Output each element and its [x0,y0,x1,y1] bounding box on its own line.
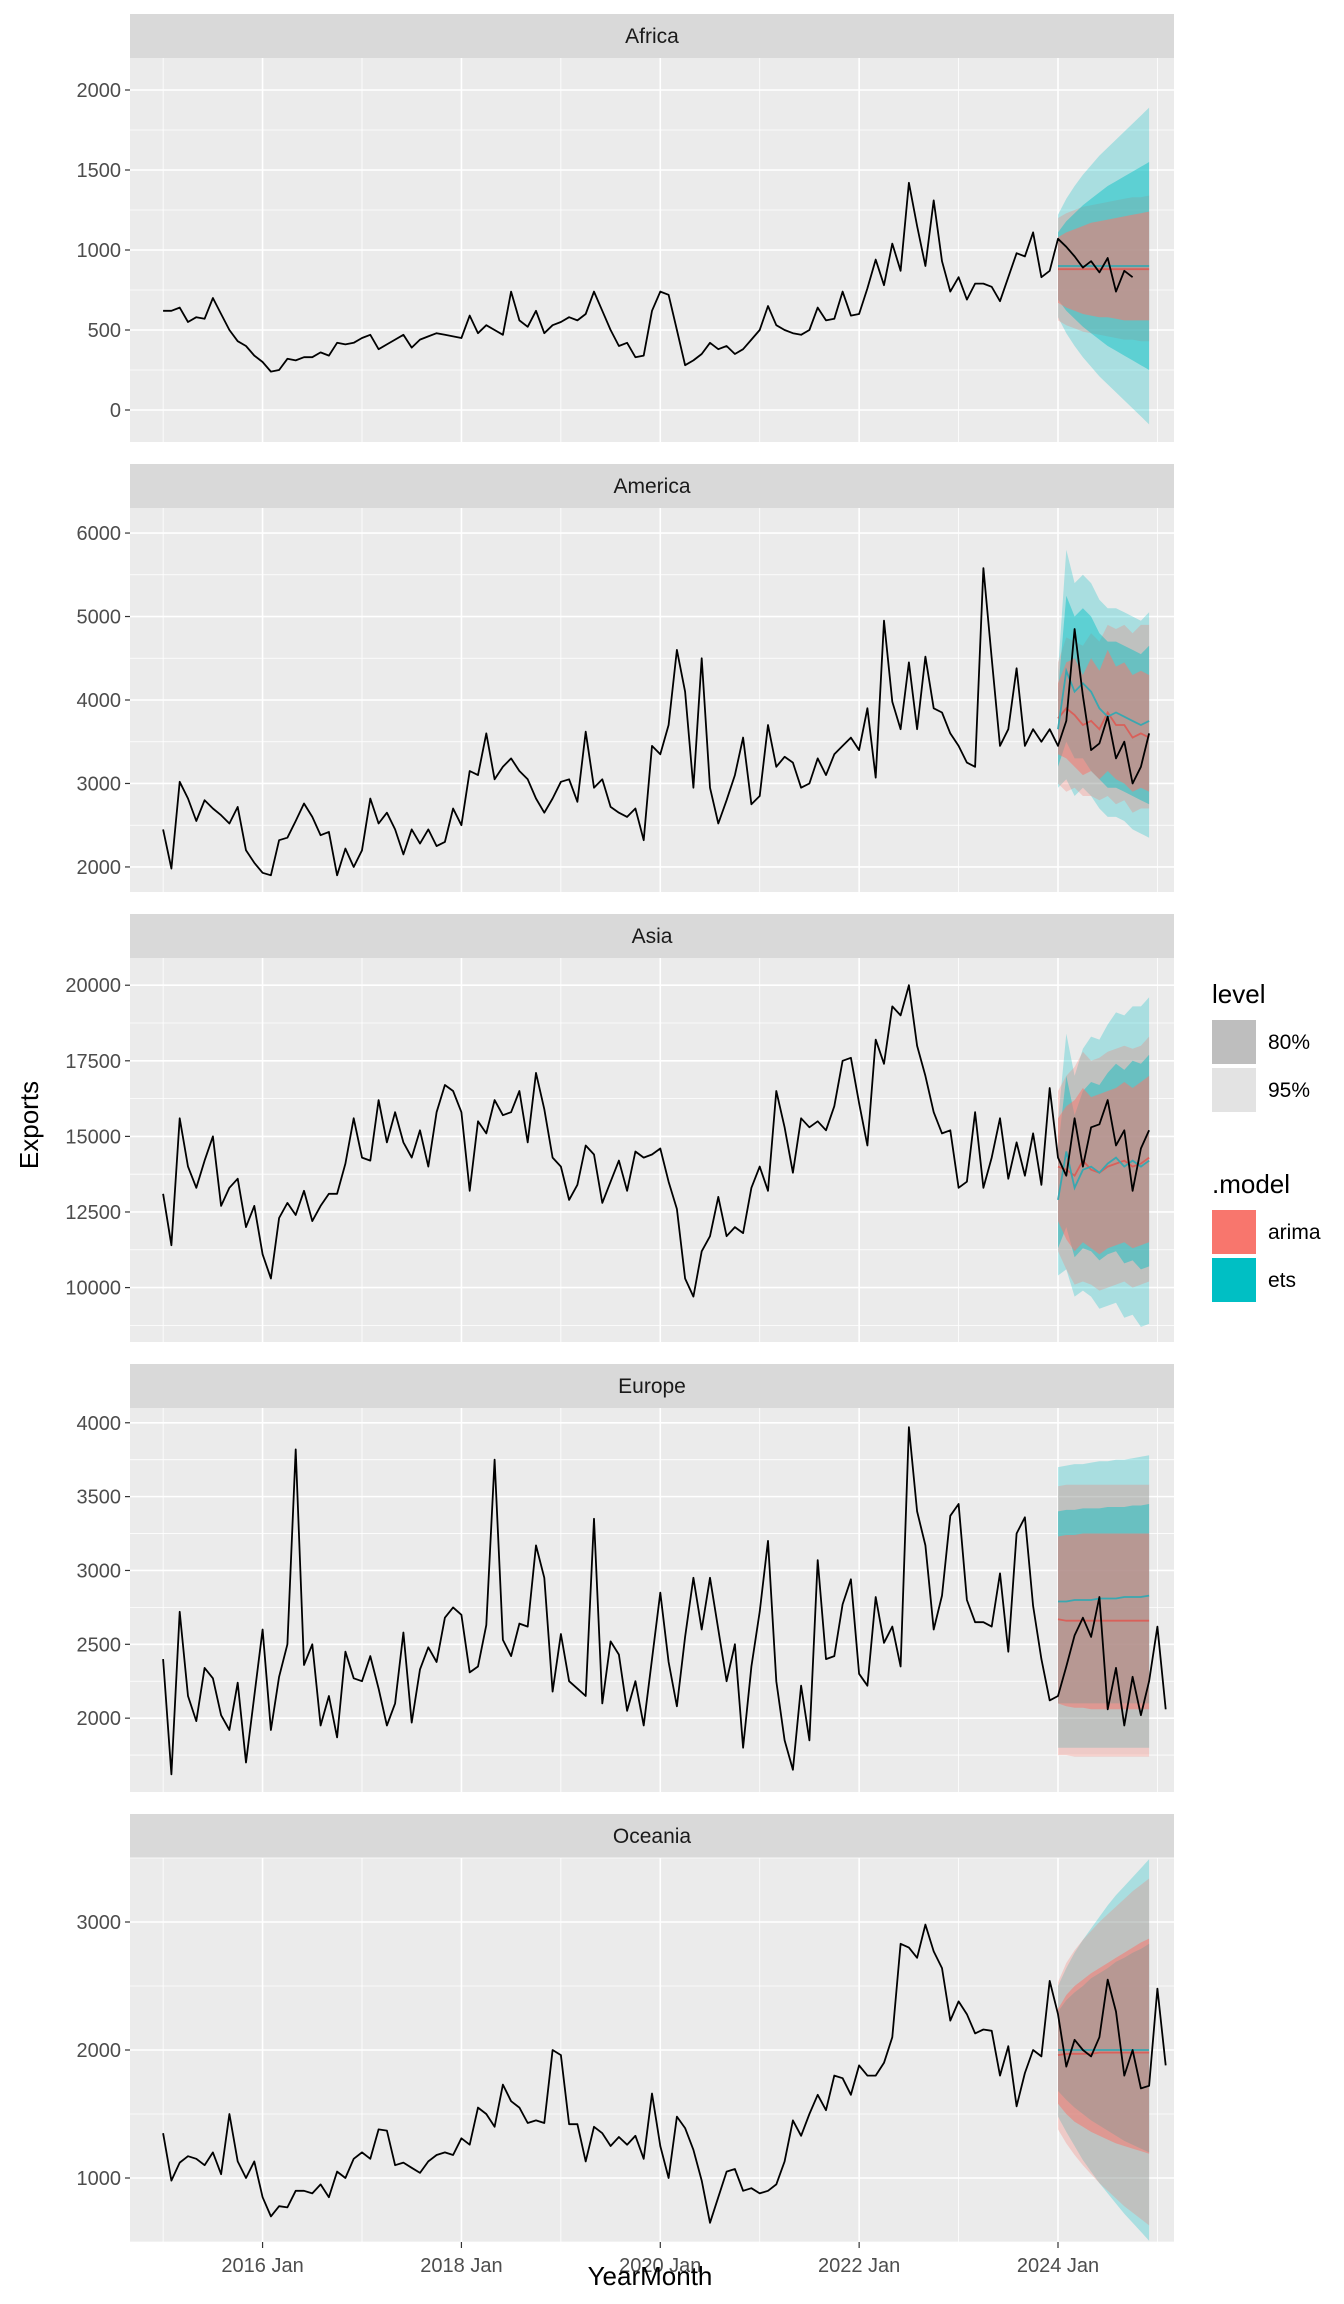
strip-asia [130,914,1174,958]
strip-label-asia: Asia [632,925,673,948]
y-tick-label: 1000 [77,240,122,262]
y-tick-label: 4000 [77,1413,122,1435]
actual-series-oceania [162,1923,1167,2224]
y-tick-label: 15000 [65,1126,121,1148]
panel-bg-europe [130,1408,1174,1792]
y-tick-label: 1000 [77,2168,122,2190]
y-tick-label: 12500 [65,1202,121,1224]
y-tick-label: 2000 [77,2040,122,2062]
actual-series-asia [162,984,1150,1298]
grid-oceania [130,1857,1174,2243]
strip-label-oceania: Oceania [613,1825,692,1848]
facet-panels: Africa 0 500 1000 1500 2000 America 2000 3000 400… [65,14,1174,2277]
x-tick-label: 2016 Jan [221,2255,303,2277]
y-tick-label: 2000 [77,1708,122,1730]
legend-model-title: .model [1212,1169,1290,1199]
plot-area-europe [162,1426,1167,1776]
x-axis-title: YearMonth [588,2261,713,2291]
y-tick-label: 4000 [77,690,122,712]
x-tick-label: 2018 Jan [420,2255,502,2277]
arima-forecast-mean [1057,707,1150,739]
y-axis-title: Exports [14,1081,44,1169]
plot-area-america [162,549,1150,877]
y-tick-label: 500 [88,320,121,342]
arima-80-interval [1058,1075,1150,1255]
panel-oceania: Oceania 1000 2000 3000 [77,1814,1174,2243]
x-tick-label: 2024 Jan [1017,2255,1099,2277]
y-tick-label: 5000 [77,607,122,629]
strip-label-europe: Europe [618,1375,686,1398]
legend-key-80 [1212,1020,1256,1064]
actual-series-europe [162,1426,1167,1776]
panel-africa: Africa 0 500 1000 1500 2000 [77,14,1174,442]
y-tick-label: 6000 [77,523,122,545]
y-tick-label: 0 [110,400,121,422]
ets-forecast-mean [1058,1594,1150,1603]
strip-label-america: America [613,475,690,498]
y-tick-label: 1500 [77,160,122,182]
y-tick-label: 3000 [77,1912,122,1934]
y-tick-label: 3000 [77,1560,122,1582]
legend: level 80% 95% .model arima ets [1212,979,1321,1302]
y-tick-label: 2500 [77,1634,122,1656]
panel-bg-asia [130,958,1174,1342]
legend-key-95 [1212,1068,1256,1112]
arima-forecast-mean [1057,1618,1150,1622]
y-tick-label: 3000 [77,773,122,795]
y-tick-label: 17500 [65,1051,121,1073]
arima-80-interval [1058,1938,1150,2154]
ets-forecast-mean [1057,1151,1150,1201]
panel-america: America 2000 3000 4000 5000 6000 [77,464,1174,892]
legend-key-arima [1212,1210,1256,1254]
x-tick-label: 2022 Jan [818,2255,900,2277]
ets-forecast-mean [1057,667,1150,730]
plot-area-oceania [162,1859,1167,2241]
grid-africa [130,58,1174,442]
strip-oceania [130,1814,1174,1858]
plot-area-asia [162,984,1150,1327]
y-tick-label: 10000 [65,1278,121,1300]
panel-europe: Europe 2000 2500 3000 3500 4000 [77,1364,1174,1792]
y-tick-label: 2000 [77,857,122,879]
y-tick-label: 3500 [77,1487,122,1509]
legend-label-95: 95% [1268,1079,1310,1102]
plot-area-africa [163,107,1150,425]
legend-label-ets: ets [1268,1269,1296,1292]
strip-europe [130,1364,1174,1408]
strip-america [130,464,1174,508]
y-tick-label: 2000 [77,80,122,102]
actual-series-africa [163,181,1134,373]
legend-label-arima: arima [1268,1221,1321,1244]
legend-key-ets [1212,1258,1256,1302]
strip-label-africa: Africa [625,25,679,48]
strip-africa [130,14,1174,58]
arima-forecast-mean [1057,1156,1150,1178]
panel-asia: Asia 10000 12500 15000 17500 20000 [65,914,1174,1342]
legend-level-title: level [1212,979,1265,1009]
y-tick-label: 20000 [65,975,121,997]
legend-label-80: 80% [1268,1031,1310,1054]
x-tick-label: 2020 Jan [619,2255,701,2277]
actual-series-america [162,567,1150,877]
